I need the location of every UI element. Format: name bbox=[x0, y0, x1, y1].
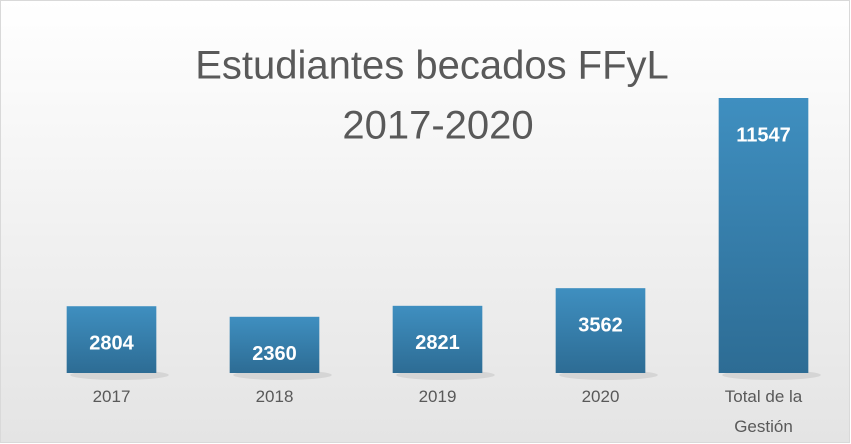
bar bbox=[392, 305, 483, 373]
data-label: 2821 bbox=[415, 332, 460, 354]
bar bbox=[66, 306, 157, 373]
x-tick-label: Total de la Gestión bbox=[724, 387, 803, 436]
x-tick-label: 2017 bbox=[92, 387, 131, 406]
chart-title: Estudiantes becados FFyL bbox=[195, 44, 669, 88]
data-label: 2804 bbox=[89, 333, 134, 355]
data-label: 3562 bbox=[578, 314, 623, 336]
data-label: 2360 bbox=[252, 343, 297, 365]
x-tick-label: 2020 bbox=[581, 387, 620, 406]
bar bbox=[718, 98, 809, 373]
bar bbox=[555, 288, 646, 373]
data-label: 11547 bbox=[736, 124, 791, 146]
x-tick-label: 2018 bbox=[255, 387, 294, 406]
chart-title: 2017-2020 bbox=[342, 104, 533, 148]
bar bbox=[229, 316, 320, 373]
x-tick-label: 2019 bbox=[418, 387, 457, 406]
